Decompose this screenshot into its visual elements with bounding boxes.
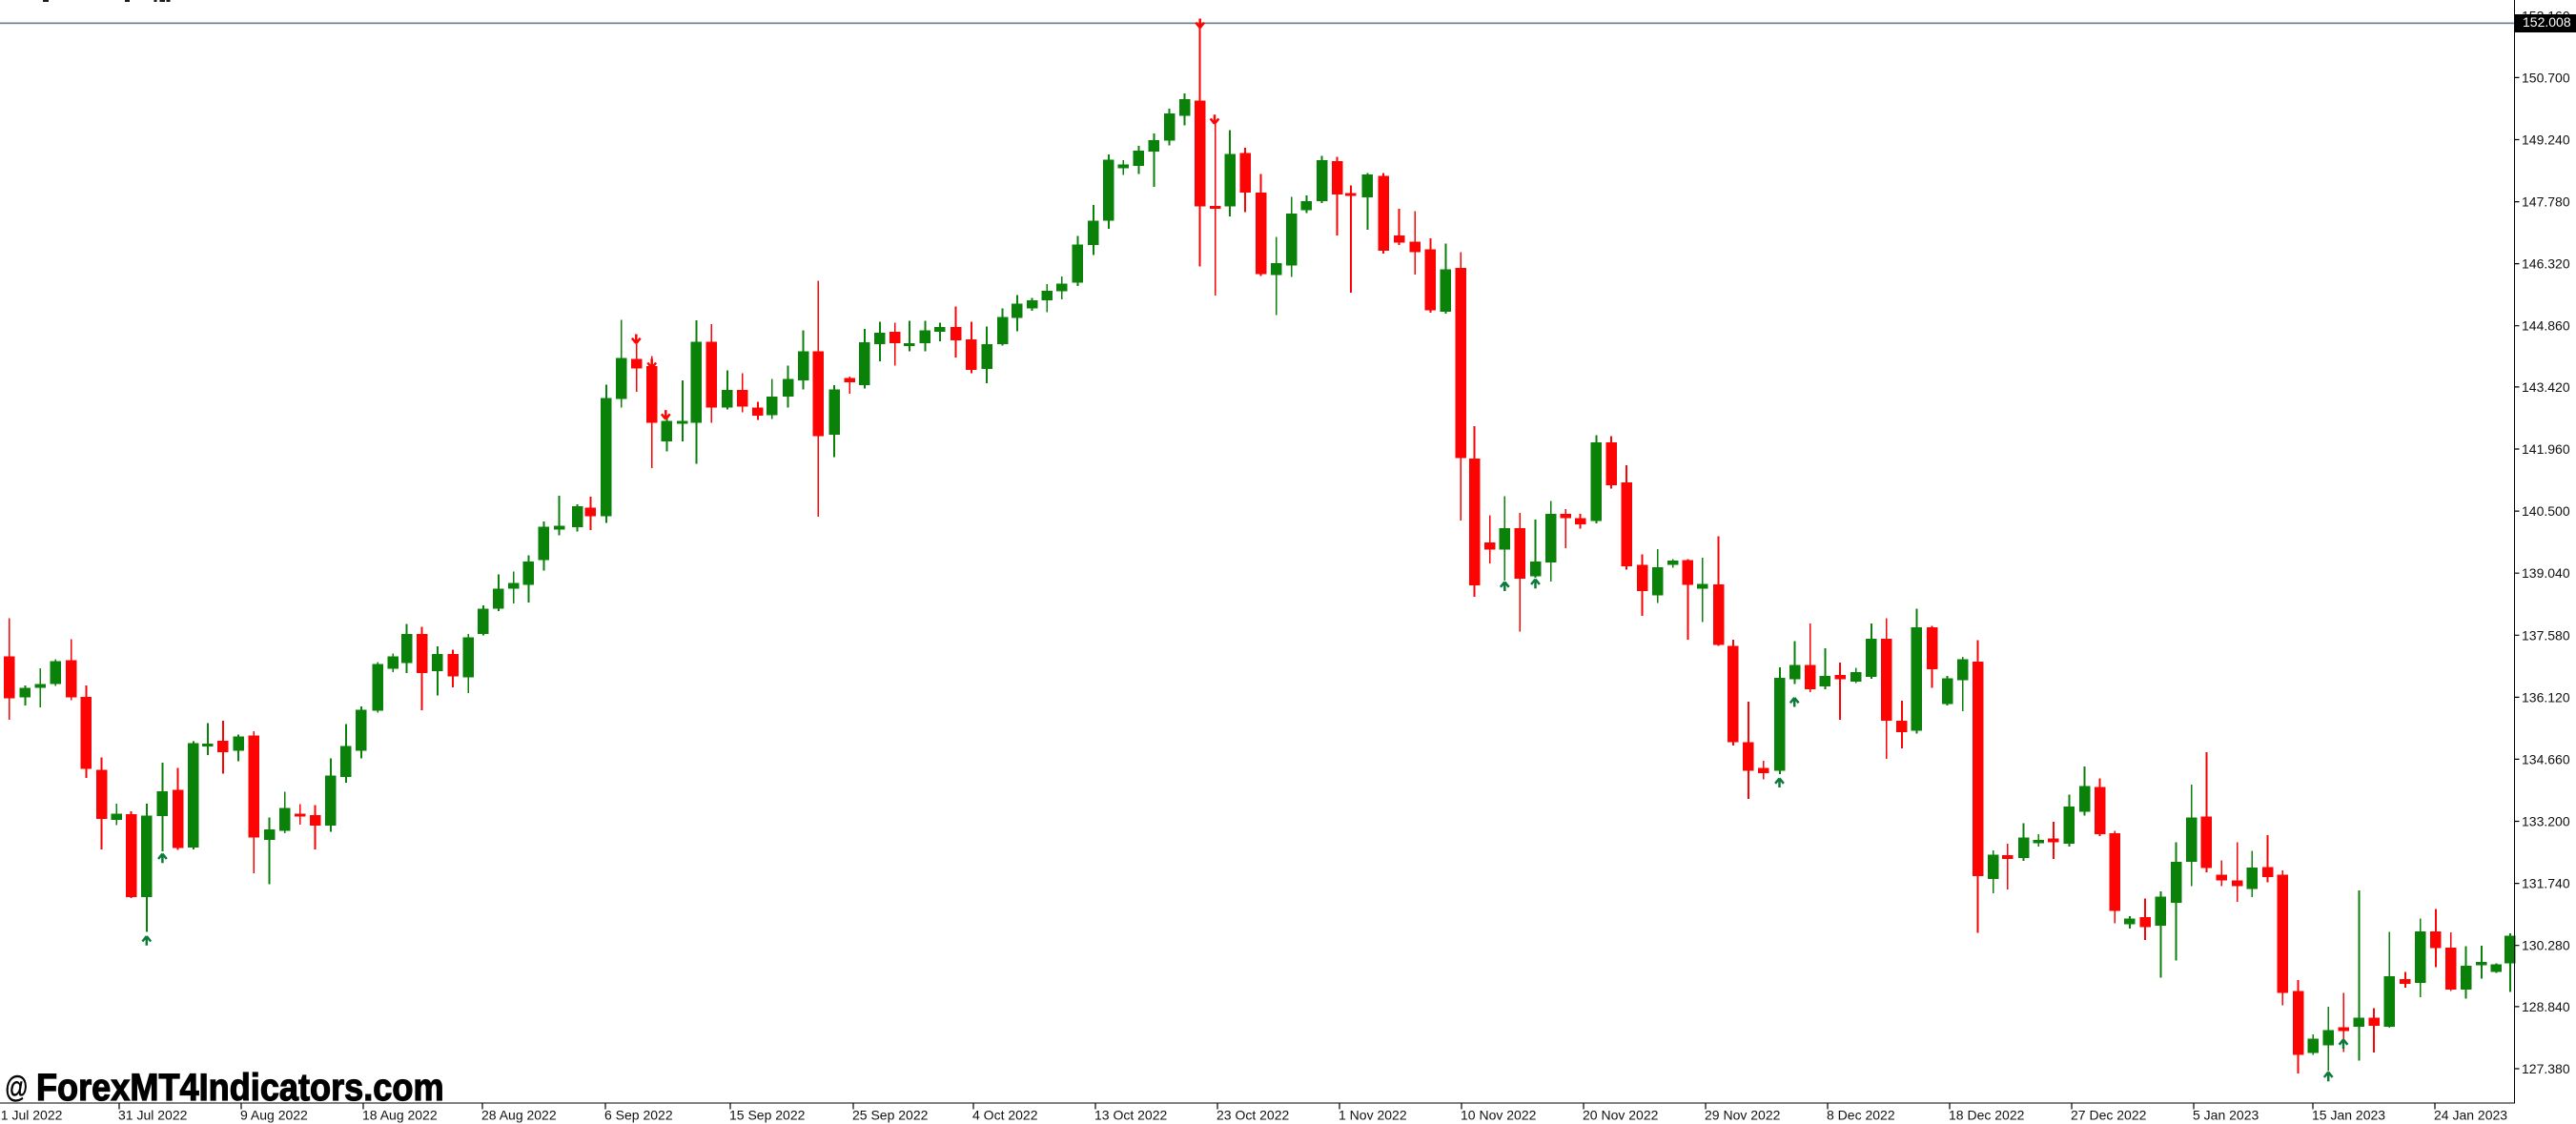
svg-text:25 Sep 2022: 25 Sep 2022 — [852, 1107, 929, 1122]
svg-text:133.200: 133.200 — [2522, 814, 2570, 829]
svg-text:147.780: 147.780 — [2522, 194, 2570, 210]
svg-text:143.420: 143.420 — [2522, 379, 2570, 395]
svg-text:5 Jan 2023: 5 Jan 2023 — [2193, 1107, 2259, 1122]
svg-text:10 Nov 2022: 10 Nov 2022 — [1461, 1107, 1537, 1122]
svg-text:@: @ — [5, 1070, 29, 1104]
svg-text:127.380: 127.380 — [2522, 1061, 2570, 1076]
svg-text:18 Aug 2022: 18 Aug 2022 — [362, 1107, 438, 1122]
svg-text:15 Sep 2022: 15 Sep 2022 — [729, 1107, 806, 1122]
svg-text:24 Jan 2023: 24 Jan 2023 — [2434, 1107, 2507, 1122]
svg-text:137.580: 137.580 — [2522, 627, 2570, 643]
svg-text:149.240: 149.240 — [2522, 133, 2570, 148]
svg-text:21 Jul 2022: 21 Jul 2022 — [0, 1107, 63, 1122]
svg-text:20 Nov 2022: 20 Nov 2022 — [1583, 1107, 1659, 1122]
svg-text:13 Oct 2022: 13 Oct 2022 — [1094, 1107, 1167, 1122]
svg-text:141.960: 141.960 — [2522, 441, 2570, 457]
svg-text:27 Dec 2022: 27 Dec 2022 — [2071, 1107, 2147, 1122]
svg-text:146.320: 146.320 — [2522, 256, 2570, 272]
svg-text:8 Dec 2022: 8 Dec 2022 — [1827, 1107, 1895, 1122]
svg-text:140.500: 140.500 — [2522, 503, 2570, 519]
svg-text:1 Nov 2022: 1 Nov 2022 — [1339, 1107, 1407, 1122]
svg-text:23 Oct 2022: 23 Oct 2022 — [1216, 1107, 1289, 1122]
svg-text:134.660: 134.660 — [2522, 751, 2570, 766]
svg-text:136.120: 136.120 — [2522, 689, 2570, 705]
svg-text:18 Dec 2022: 18 Dec 2022 — [1949, 1107, 2025, 1122]
svg-text:131.740: 131.740 — [2522, 876, 2570, 891]
svg-text:31 Jul 2022: 31 Jul 2022 — [118, 1107, 188, 1122]
svg-text:ForexMT4Indicators.com: ForexMT4Indicators.com — [36, 1068, 444, 1110]
svg-text:6 Sep 2022: 6 Sep 2022 — [604, 1107, 673, 1122]
svg-text:130.280: 130.280 — [2522, 938, 2570, 953]
svg-text:152.008: 152.008 — [2523, 14, 2571, 30]
svg-text:144.860: 144.860 — [2522, 318, 2570, 334]
svg-text:15 Jan 2023: 15 Jan 2023 — [2312, 1107, 2385, 1122]
svg-text:28 Aug 2022: 28 Aug 2022 — [481, 1107, 557, 1122]
svg-text:9 Aug 2022: 9 Aug 2022 — [240, 1107, 308, 1122]
svg-text:139.040: 139.040 — [2522, 565, 2570, 581]
svg-text:29 Nov 2022: 29 Nov 2022 — [1705, 1107, 1781, 1122]
svg-text:128.840: 128.840 — [2522, 999, 2570, 1014]
svg-text:4 Oct 2022: 4 Oct 2022 — [972, 1107, 1038, 1122]
svg-text:150.700: 150.700 — [2522, 70, 2570, 85]
